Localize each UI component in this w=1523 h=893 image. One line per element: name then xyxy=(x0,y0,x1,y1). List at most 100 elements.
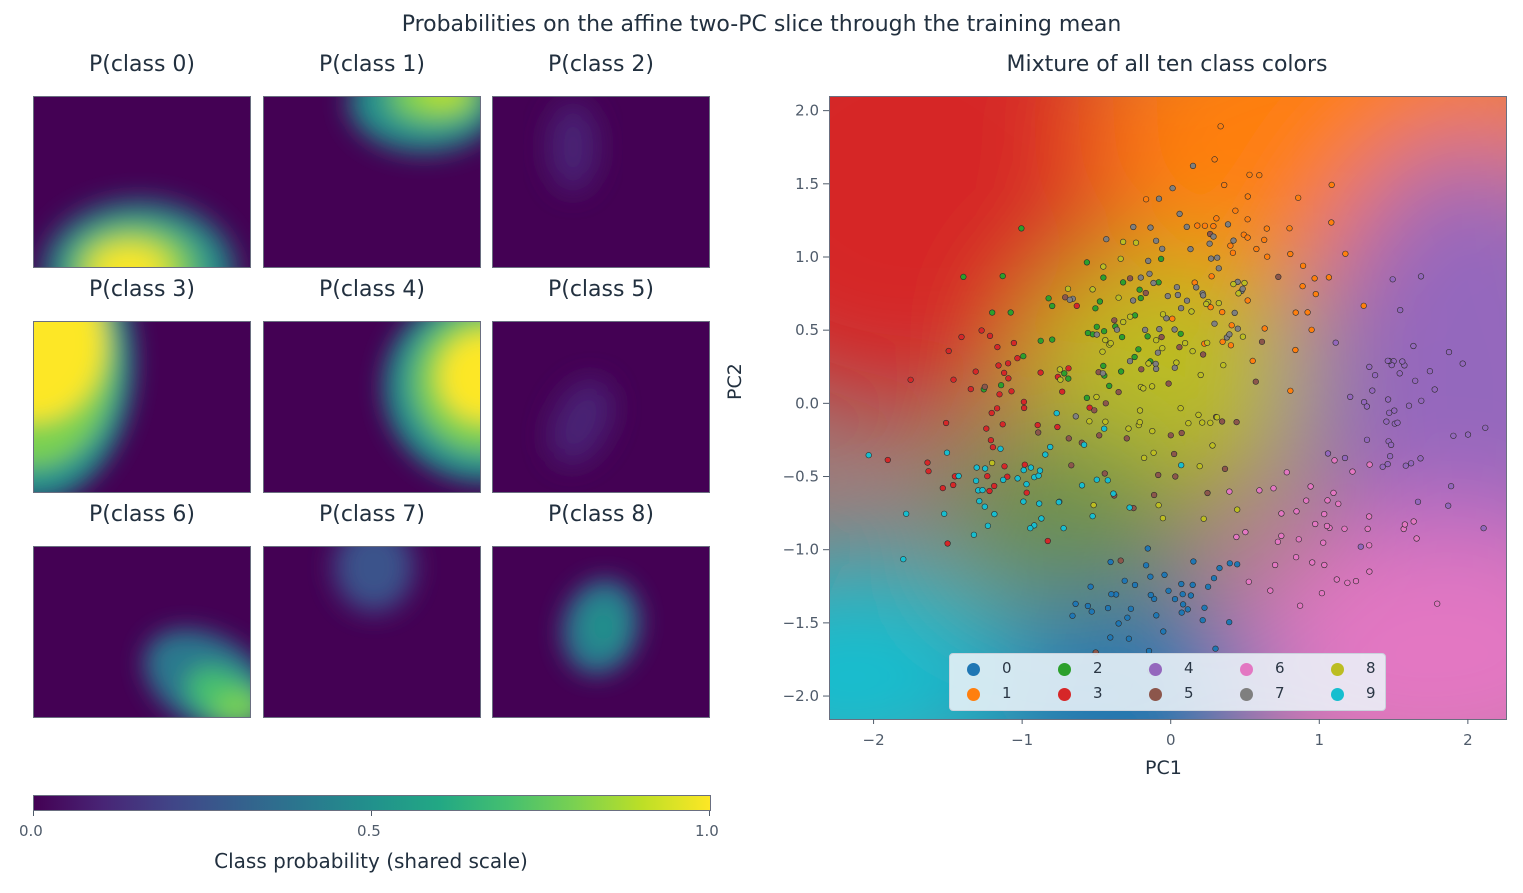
panel-title: P(class 8) xyxy=(547,502,655,527)
scatter-point-class-9 xyxy=(1042,451,1049,458)
panel-title: P(class 6) xyxy=(88,502,196,527)
scatter-point-class-4 xyxy=(1371,372,1379,379)
scatter-point-class-3 xyxy=(1010,339,1017,347)
scatter-point-class-8 xyxy=(1195,411,1202,419)
scatter-point-class-5 xyxy=(1091,407,1098,414)
legend-marker-4 xyxy=(1149,663,1162,676)
scatter-point-class-4 xyxy=(1332,339,1339,346)
scatter-point-class-4 xyxy=(1324,450,1332,457)
scatter-point-class-1 xyxy=(1256,172,1263,179)
scatter-point-class-7 xyxy=(1189,162,1197,169)
panel-title: P(class 0) xyxy=(88,52,196,77)
scatter-point-class-0 xyxy=(1178,609,1185,616)
scatter-point-class-7 xyxy=(1153,365,1160,373)
scatter-point-class-0 xyxy=(1199,617,1206,624)
scatter-point-class-7 xyxy=(1156,326,1163,333)
legend: 0 1 2 3 4 5 6 7 8 9 xyxy=(949,653,1386,711)
scatter-point-class-9 xyxy=(1110,490,1117,497)
y-tick-label: −0.5 xyxy=(783,468,819,486)
scatter-point-class-2 xyxy=(1137,295,1144,302)
scatter-point-class-0 xyxy=(1143,562,1150,569)
scatter-point-class-1 xyxy=(1211,156,1218,163)
scatter-point-class-9 xyxy=(900,556,907,563)
scatter-point-class-1 xyxy=(1292,309,1299,316)
scatter-point-class-4 xyxy=(1407,460,1415,467)
scatter-point-class-3 xyxy=(1020,398,1027,406)
scatter-point-class-1 xyxy=(1213,215,1220,222)
legend-label-2: 2 xyxy=(1093,659,1103,677)
scatter-point-class-9 xyxy=(1060,525,1067,532)
scatter-point-class-6 xyxy=(1312,520,1319,528)
scatter-point-class-4 xyxy=(1391,407,1398,414)
scatter-point-class-0 xyxy=(1165,587,1172,594)
scatter-point-class-5 xyxy=(1200,351,1207,358)
scatter-point-class-3 xyxy=(994,344,1001,351)
scatter-point-class-9 xyxy=(1101,425,1108,432)
scatter-point-class-9 xyxy=(976,498,983,505)
scatter-point-class-5 xyxy=(1172,473,1179,480)
scatter-point-class-6 xyxy=(1366,568,1373,575)
scatter-point-class-6 xyxy=(1272,561,1279,569)
scatter-point-class-9 xyxy=(1027,525,1034,532)
scatter-point-class-4 xyxy=(1450,432,1457,439)
scatter-point-class-4 xyxy=(1360,399,1368,406)
scatter-point-class-9 xyxy=(1000,476,1007,484)
scatter-point-class-3 xyxy=(1014,355,1021,362)
scatter-point-class-4 xyxy=(1357,543,1364,550)
scatter-point-class-6 xyxy=(1256,487,1263,494)
y-tick-label: 0.5 xyxy=(795,321,819,339)
legend-marker-8 xyxy=(1331,663,1344,676)
scatter-point-class-7 xyxy=(1226,331,1233,338)
scatter-point-class-1 xyxy=(1360,302,1367,309)
scatter-point-class-6 xyxy=(1366,542,1373,549)
scatter-point-class-8 xyxy=(1220,362,1227,369)
scatter-point-class-4 xyxy=(1426,368,1434,375)
scatter-point-class-5 xyxy=(1138,366,1145,373)
scatter-point-class-6 xyxy=(1274,538,1282,545)
scatter-point-class-9 xyxy=(1089,513,1096,520)
scatter-point-class-8 xyxy=(1203,300,1210,308)
y-tick-label: −2.0 xyxy=(783,687,819,705)
scatter-point-class-7 xyxy=(1174,291,1182,299)
scatter-point-class-5 xyxy=(1151,491,1158,499)
y-axis-label: PC2 xyxy=(724,363,746,400)
scatter-point-class-8 xyxy=(1107,340,1114,347)
scatter-point-class-6 xyxy=(1323,522,1331,530)
scatter-point-class-0 xyxy=(1147,591,1154,599)
scatter-point-class-4 xyxy=(1459,360,1466,367)
scatter-point-class-9 xyxy=(1036,467,1044,474)
scatter-point-class-4 xyxy=(1445,349,1453,356)
scatter-point-class-1 xyxy=(1227,242,1234,249)
scatter-point-class-4 xyxy=(1366,363,1373,371)
scatter-point-class-1 xyxy=(1227,342,1235,349)
legend-marker-2 xyxy=(1058,663,1071,676)
scatter-point-class-0 xyxy=(1161,571,1168,579)
scatter-point-class-8 xyxy=(1235,290,1242,297)
scatter-point-class-8 xyxy=(1056,366,1063,373)
heatmap-class-4 xyxy=(263,321,481,493)
scatter-point-class-8 xyxy=(1120,238,1127,245)
scatter-point-class-5 xyxy=(1165,380,1172,387)
scatter-point-class-8 xyxy=(1189,348,1196,355)
scatter-point-class-7 xyxy=(1200,292,1207,299)
scatter-point-class-7 xyxy=(1093,331,1100,338)
scatter-point-class-6 xyxy=(1242,529,1249,536)
scatter-point-class-8 xyxy=(1136,407,1144,414)
scatter-point-class-6 xyxy=(1330,489,1337,497)
scatter-point-class-6 xyxy=(1320,539,1327,546)
panel-title: P(class 3) xyxy=(88,277,196,302)
scatter-point-class-1 xyxy=(1300,262,1307,269)
scatter-point-class-4 xyxy=(1464,431,1472,438)
scatter-point-class-2 xyxy=(1045,295,1052,302)
scatter-point-class-7 xyxy=(1130,223,1137,231)
scatter-point-class-9 xyxy=(903,510,910,517)
scatter-point-class-5 xyxy=(1176,344,1183,351)
scatter-point-class-7 xyxy=(1103,236,1110,243)
scatter-point-class-9 xyxy=(1027,464,1034,471)
scatter-point-class-4 xyxy=(1397,307,1404,314)
scatter-point-class-8 xyxy=(1230,281,1237,288)
scatter-point-class-1 xyxy=(1342,250,1349,257)
scatter-point-class-4 xyxy=(1387,441,1395,449)
figure-title: Probabilities on the affine two-PC slice… xyxy=(401,12,1122,37)
scatter-point-class-3 xyxy=(996,391,1003,398)
